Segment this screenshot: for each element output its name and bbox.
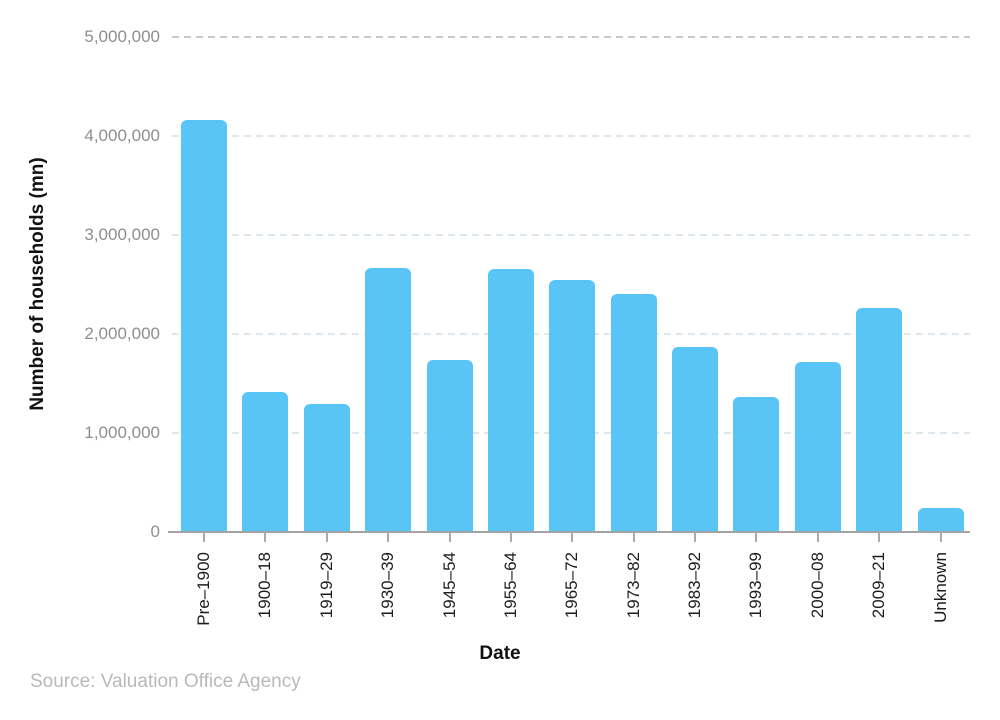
x-axis-tick — [878, 532, 881, 542]
x-axis-tick — [939, 532, 942, 542]
y-axis-tick-label: 2,000,000 — [84, 323, 160, 343]
gridline — [172, 134, 970, 137]
bar — [365, 268, 412, 532]
bar — [610, 293, 657, 532]
x-axis-tick — [448, 532, 451, 542]
bar — [733, 396, 780, 532]
x-axis-title: Date — [479, 643, 521, 664]
bar — [794, 362, 841, 532]
x-axis-tick — [387, 532, 390, 542]
bar — [856, 307, 903, 532]
bar — [181, 119, 227, 532]
x-axis-line — [168, 530, 970, 533]
x-axis-tick — [509, 532, 512, 542]
bar — [672, 347, 718, 532]
bar — [549, 280, 596, 532]
x-axis-tick-label: 1919–29 — [316, 552, 336, 619]
x-axis-tick — [632, 532, 635, 542]
x-axis-tick-label: 1955–64 — [500, 552, 520, 619]
x-axis-tick-label: 1945–54 — [439, 552, 459, 619]
x-axis-tick — [571, 532, 574, 542]
x-axis-tick-label: 1973–82 — [623, 552, 643, 619]
x-axis-tick-label: Pre–1900 — [194, 552, 213, 626]
x-axis-tick — [264, 532, 267, 542]
gridline — [172, 233, 970, 236]
y-axis-title: Number of households (mn) — [27, 157, 48, 411]
bar — [917, 507, 964, 532]
x-axis-tick — [203, 532, 205, 542]
bar — [303, 403, 350, 532]
y-axis-tick-label: 4,000,000 — [84, 125, 160, 145]
y-axis-tick-label: 1,000,000 — [84, 422, 160, 442]
bar — [487, 269, 534, 532]
x-axis-tick — [755, 532, 758, 542]
gridline — [172, 35, 970, 38]
x-axis-tick-label: Unknown — [930, 552, 950, 623]
x-axis-tick — [694, 532, 696, 542]
bar — [426, 360, 473, 532]
x-axis-tick — [325, 532, 328, 542]
y-axis-tick-label: 5,000,000 — [84, 26, 160, 46]
bar — [242, 391, 289, 532]
x-axis-tick-label: 1993–99 — [746, 552, 766, 619]
x-axis-tick-label: 1900–18 — [255, 552, 275, 619]
x-axis-tick-label: 2000–08 — [807, 552, 827, 619]
y-axis-tick-label: 0 — [150, 521, 160, 541]
x-axis-tick-label: 2009–21 — [869, 552, 889, 619]
x-axis-tick-label: 1965–72 — [562, 552, 582, 619]
x-axis-tick-label: 1983–92 — [685, 552, 704, 619]
x-axis-tick-label: 1930–39 — [378, 552, 398, 619]
source-note: Source: Valuation Office Agency — [30, 671, 301, 692]
x-axis-tick — [816, 532, 819, 542]
y-axis-tick-label: 3,000,000 — [84, 224, 160, 244]
